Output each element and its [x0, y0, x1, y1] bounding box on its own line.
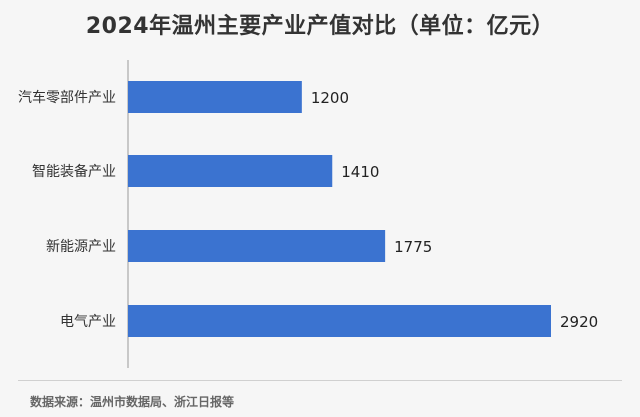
category-label-0: 汽车零部件产业: [18, 89, 116, 106]
value-label-3: 2920: [560, 313, 598, 331]
category-label-2: 新能源产业: [46, 239, 116, 255]
value-label-1: 1410: [341, 163, 379, 181]
value-label-0: 1200: [311, 89, 349, 107]
bar-0: [128, 81, 302, 113]
chart-title: 2024年温州主要产业产值对比（单位：亿元）: [85, 14, 555, 39]
value-label-2: 1775: [394, 238, 432, 256]
bar-1: [128, 155, 333, 187]
source-note: 数据来源：温州市数据局、浙江日报等: [30, 395, 235, 409]
bar-3: [128, 305, 551, 337]
category-label-1: 智能装备产业: [32, 163, 116, 180]
bar-2: [128, 230, 386, 262]
footer-divider: [18, 380, 622, 381]
category-label-3: 电气产业: [60, 314, 116, 330]
